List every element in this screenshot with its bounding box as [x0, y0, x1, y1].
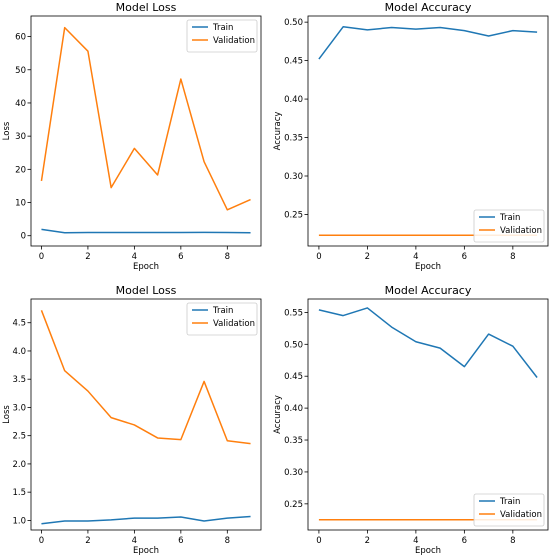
- y-tick-label: 10: [15, 199, 26, 209]
- chart-legend: Train Validation: [473, 493, 545, 527]
- y-tick-label: 0.40: [284, 95, 303, 105]
- x-axis-label: Epoch: [415, 546, 441, 555]
- legend-box: [473, 209, 545, 243]
- series-line-train: [41, 228, 251, 234]
- legend-label-validation: Validation: [500, 510, 542, 520]
- y-tick-label: 1.0: [12, 516, 26, 526]
- chart-legend: Train Validation: [186, 302, 258, 336]
- chart-title: Model Accuracy: [385, 1, 472, 14]
- chart-legend: Train Validation: [186, 19, 258, 53]
- x-tick-label: 8: [225, 252, 230, 262]
- plot-frame: [307, 298, 549, 531]
- y-tick-label: 4.5: [12, 319, 26, 329]
- x-tick-label: 4: [413, 252, 418, 262]
- y-tick-label: 2.5: [12, 432, 26, 442]
- legend-box: [186, 19, 258, 53]
- x-tick-label: 4: [132, 536, 137, 546]
- legend-label-validation: Validation: [213, 319, 255, 329]
- chart-title: Model Accuracy: [385, 284, 472, 297]
- y-axis-label: Accuracy: [273, 112, 283, 151]
- y-tick-label: 0.30: [284, 468, 303, 478]
- x-tick-label: 4: [132, 252, 137, 262]
- y-tick-label: 0: [21, 232, 26, 242]
- x-tick-label: 8: [225, 536, 230, 546]
- y-tick-label: 3.5: [12, 375, 26, 385]
- series-line-train: [318, 307, 538, 378]
- y-tick-label: 0.35: [284, 134, 303, 144]
- y-tick-label: 0.45: [284, 372, 303, 382]
- plot-frame: [307, 15, 549, 247]
- x-tick-label: 8: [510, 536, 515, 546]
- y-tick-label: 0.40: [284, 404, 303, 414]
- x-tick-label: 2: [365, 252, 370, 262]
- y-tick-label: 0.50: [284, 340, 303, 350]
- plot-frame: [30, 15, 262, 247]
- y-tick-label: 2.0: [12, 460, 26, 470]
- y-tick-label: 0.50: [284, 18, 303, 28]
- x-tick-label: 6: [178, 536, 183, 546]
- legend-label-validation: Validation: [500, 226, 542, 236]
- y-tick-label: 4.0: [12, 347, 26, 357]
- chart-panel-2: Model Accuracy 0 2 4 6 8 0.25 0.30 0.35 0.40 0.45 0…: [273, 1, 549, 272]
- chart-panel-1: Model Loss 0 2 4 6 8 0 10 20 30 40 50 60 Epoch Loss Tra…: [2, 1, 262, 272]
- x-tick-label: 6: [178, 252, 183, 262]
- chart-title: Model Loss: [116, 284, 177, 297]
- y-tick-label: 1.5: [12, 488, 26, 498]
- y-tick-label: 0.35: [284, 436, 303, 446]
- y-tick-label: 20: [15, 165, 26, 175]
- y-axis-label: Loss: [2, 121, 12, 140]
- x-axis-label: Epoch: [133, 546, 159, 555]
- legend-label-train: Train: [499, 213, 520, 223]
- series-line-validation: [40, 310, 251, 445]
- legend-box: [186, 302, 258, 336]
- legend-label-train: Train: [212, 23, 233, 33]
- legend-label-train: Train: [499, 497, 520, 507]
- y-tick-label: 30: [15, 132, 26, 142]
- x-tick-label: 2: [85, 536, 90, 546]
- legend-label-validation: Validation: [213, 36, 255, 46]
- series-line-train: [318, 26, 538, 60]
- x-tick-label: 0: [316, 252, 321, 262]
- x-tick-label: 8: [510, 252, 515, 262]
- x-tick-label: 0: [39, 252, 44, 262]
- y-tick-label: 60: [15, 33, 26, 43]
- y-tick-label: 0.25: [284, 500, 303, 510]
- legend-label-train: Train: [212, 306, 233, 316]
- y-tick-label: 3.0: [12, 403, 26, 413]
- x-axis-label: Epoch: [415, 262, 441, 272]
- y-axis-label: Accuracy: [273, 395, 283, 434]
- y-tick-label: 0.55: [284, 308, 303, 318]
- chart-panel-3: Model Loss 0 2 4 6 8 1.0 1.5 2.0 2.5 3.0 3.5 4.0 4.5 E…: [2, 284, 262, 555]
- y-axis-label: Loss: [2, 405, 12, 424]
- x-tick-label: 6: [462, 252, 467, 262]
- x-axis-label: Epoch: [133, 262, 159, 272]
- series-line-validation: [40, 26, 251, 211]
- y-tick-label: 50: [15, 66, 26, 76]
- y-tick-label: 0.30: [284, 172, 303, 182]
- plot-frame: [30, 298, 262, 531]
- x-tick-label: 2: [365, 536, 370, 546]
- legend-box: [473, 493, 545, 527]
- y-tick-label: 0.45: [284, 57, 303, 67]
- series-line-train: [41, 515, 251, 525]
- x-tick-label: 2: [85, 252, 90, 262]
- y-tick-label: 40: [15, 99, 26, 109]
- x-tick-label: 6: [462, 536, 467, 546]
- chart-legend: Train Validation: [473, 209, 545, 243]
- x-tick-label: 0: [39, 536, 44, 546]
- x-tick-label: 0: [316, 536, 321, 546]
- y-tick-label: 0.25: [284, 210, 303, 220]
- chart-panel-4: Model Accuracy 0 2 4 6 8 0.25 0.30 0.35 0.40 0.45 0…: [273, 284, 549, 555]
- x-tick-label: 4: [413, 536, 418, 546]
- chart-title: Model Loss: [116, 1, 177, 14]
